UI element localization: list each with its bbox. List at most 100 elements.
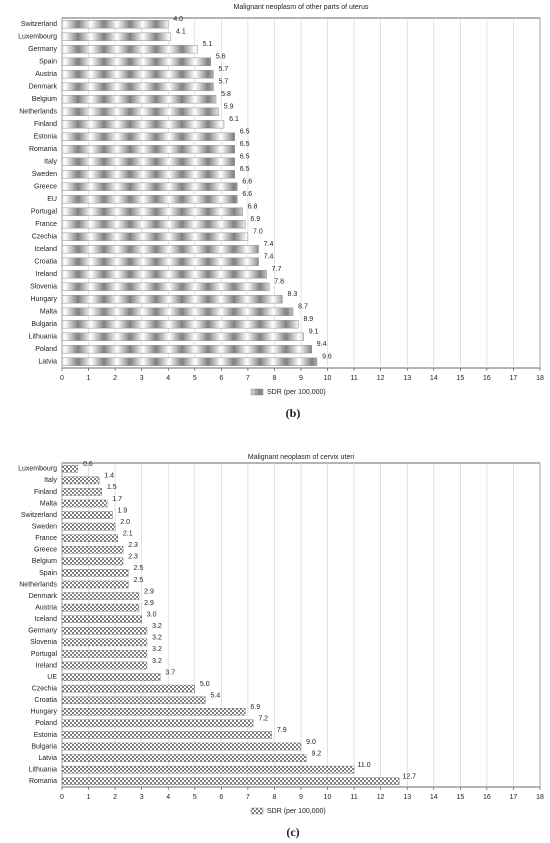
y-tick-label: Poland <box>35 346 57 353</box>
y-tick-label: Latvia <box>38 359 57 366</box>
value-label: 3.2 <box>152 635 162 642</box>
bar <box>61 282 270 291</box>
bar <box>61 195 238 204</box>
bar <box>61 476 100 485</box>
value-label: 11.0 <box>358 762 371 769</box>
x-tick-label: 3 <box>140 794 144 801</box>
value-label: 1.9 <box>118 507 128 514</box>
x-tick-label: 10 <box>324 375 332 382</box>
y-tick-label: Luxembourg <box>18 34 57 41</box>
value-label: 6.5 <box>240 129 250 136</box>
x-tick-label: 4 <box>166 375 170 382</box>
chart-title: Malignant neoplasm of cervix uteri <box>248 454 355 461</box>
bar <box>61 592 140 600</box>
value-label: 9.1 <box>309 329 319 336</box>
bar <box>61 534 118 543</box>
value-label: 8.9 <box>303 316 313 323</box>
x-tick-label: 7 <box>246 794 250 801</box>
x-tick-label: 12 <box>377 794 385 801</box>
y-tick-label: Malta <box>40 309 57 316</box>
value-label: 4.1 <box>176 29 186 36</box>
value-label: 7.9 <box>277 727 287 734</box>
x-tick-label: 3 <box>140 375 144 382</box>
bar <box>61 245 259 254</box>
y-tick-label: Switzerland <box>21 21 57 28</box>
y-tick-label: Romania <box>29 146 57 153</box>
bar <box>61 20 169 29</box>
chart-title: Malignant neoplasm of other parts of ute… <box>233 4 369 11</box>
x-tick-label: 14 <box>430 375 438 382</box>
value-label: 4.0 <box>173 16 183 23</box>
legend-swatch <box>250 388 264 396</box>
bar <box>61 696 206 705</box>
x-tick-label: 8 <box>272 375 276 382</box>
y-tick-label: Germany <box>28 628 57 635</box>
y-tick-label: Lithuania <box>29 334 58 341</box>
bar <box>61 684 195 693</box>
bar <box>61 257 259 266</box>
y-tick-label: Denmark <box>29 593 58 600</box>
legend-label: SDR (per 100,000) <box>267 389 326 396</box>
value-label: 8.7 <box>298 304 308 311</box>
y-tick-label: Lithuania <box>29 766 58 773</box>
y-tick-label: Belgium <box>32 96 57 103</box>
x-tick-label: 8 <box>272 794 276 801</box>
x-tick-label: 11 <box>350 375 357 382</box>
bar <box>61 45 198 54</box>
bar <box>61 207 243 216</box>
value-label: 5.7 <box>218 66 228 73</box>
bar <box>61 132 235 141</box>
panel-label: (c) <box>286 825 299 839</box>
value-label: 9.6 <box>322 354 332 361</box>
y-tick-label: Ireland <box>36 662 58 669</box>
value-label: 2.9 <box>144 588 154 595</box>
x-tick-label: 5 <box>193 794 197 801</box>
bar <box>61 220 246 229</box>
bar <box>61 57 211 66</box>
value-label: 5.0 <box>200 681 210 688</box>
bar <box>61 95 217 104</box>
value-label: 2.5 <box>134 565 144 572</box>
y-tick-label: Portugal <box>31 651 58 658</box>
bar <box>61 182 238 191</box>
y-tick-label: Romania <box>29 778 57 785</box>
y-tick-label: Estonia <box>34 134 57 141</box>
x-tick-label: 16 <box>483 794 491 801</box>
bar <box>61 157 235 166</box>
bar <box>61 777 400 786</box>
bar <box>61 580 129 589</box>
x-tick-label: 13 <box>403 375 411 382</box>
x-tick-label: 0 <box>60 794 64 801</box>
bar <box>61 145 235 154</box>
value-label: 2.3 <box>128 554 138 561</box>
value-label: 3.7 <box>165 669 175 676</box>
value-label: 6.5 <box>240 154 250 161</box>
y-tick-label: France <box>35 535 57 542</box>
x-tick-label: 16 <box>483 375 491 382</box>
value-label: 1.4 <box>104 473 114 480</box>
bar <box>61 673 161 681</box>
bar <box>61 488 103 496</box>
bar <box>61 707 246 716</box>
x-tick-label: 15 <box>456 375 464 382</box>
y-tick-label: Bulgaria <box>31 321 57 328</box>
legend-label: SDR (per 100,000) <box>267 808 326 815</box>
x-tick-label: 2 <box>113 375 117 382</box>
panel-label: (b) <box>286 406 301 420</box>
bar <box>61 650 148 658</box>
y-tick-label: Iceland <box>34 616 57 623</box>
bar <box>61 295 283 304</box>
y-tick-label: Greece <box>34 547 57 554</box>
x-tick-label: 18 <box>536 794 544 801</box>
bar <box>61 464 79 473</box>
y-tick-label: Poland <box>35 720 57 727</box>
y-tick-label: Austria <box>35 604 57 611</box>
x-tick-label: 14 <box>430 794 438 801</box>
bar <box>61 170 235 179</box>
value-label: 6.9 <box>250 216 260 223</box>
y-tick-label: Malta <box>40 500 57 507</box>
y-tick-label: EU <box>47 196 57 203</box>
value-label: 6.6 <box>242 179 252 186</box>
x-tick-label: 5 <box>193 375 197 382</box>
bar <box>61 332 304 341</box>
